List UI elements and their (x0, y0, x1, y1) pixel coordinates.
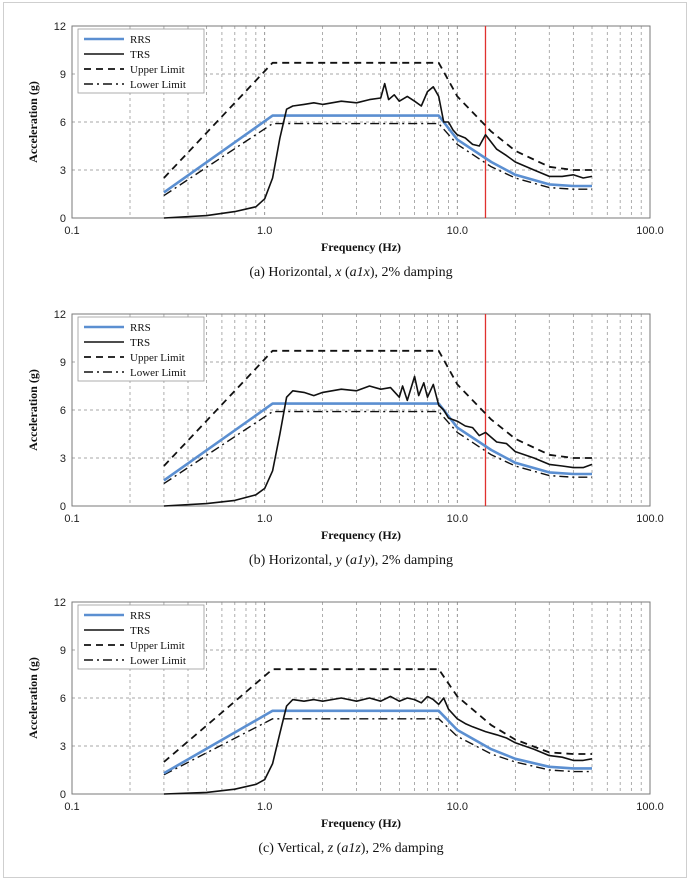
x-tick-label: 1.0 (257, 225, 272, 237)
series-line-rrs (163, 709, 592, 775)
legend-entry: TRS (130, 625, 150, 637)
chart-panel-2: 0 3 6 9 12 0.1 1.0 10.0 100.0 Frequency (Hz) Accel… (26, 309, 664, 568)
chart-caption: (b) Horizontal, y (a1y), 2% damping (249, 553, 453, 568)
plot-area (71, 313, 651, 507)
caption-text: (a) Horizontal, (249, 265, 335, 280)
y-axis-label: Acceleration (g) (26, 657, 40, 739)
y-tick-label: 6 (60, 117, 66, 129)
chart-panel-1: 0 3 6 9 12 0.1 1.0 10.0 100.0 Frequency (Hz) Accel… (26, 21, 664, 280)
chart-caption: (c) Vertical, z (a1z), 2% damping (258, 841, 443, 856)
series-line-trs (163, 375, 593, 507)
y-tick-label: 9 (60, 645, 66, 657)
series-line-upper-limit (163, 61, 592, 179)
y-tick-label: 0 (60, 213, 66, 225)
x-tick-label: 0.1 (64, 225, 79, 237)
legend-entry: Upper Limit (130, 352, 185, 364)
caption-text: ( (342, 553, 351, 568)
legend-entry: Lower Limit (130, 367, 186, 379)
legend-entry: TRS (130, 337, 150, 349)
x-tick-label: 10.0 (447, 513, 468, 525)
caption-variable: z (327, 841, 334, 856)
x-tick-label: 100.0 (636, 225, 664, 237)
legend-entry: RRS (130, 610, 151, 622)
y-tick-label: 3 (60, 453, 66, 465)
legend-entry: Lower Limit (130, 79, 186, 91)
caption-variable: a1y (350, 553, 371, 568)
x-tick-label: 100.0 (636, 801, 664, 813)
x-tick-label: 10.0 (447, 801, 468, 813)
series-line-lower-limit (163, 718, 592, 776)
y-axis-label: Acceleration (g) (26, 369, 40, 451)
legend-entry: TRS (130, 49, 150, 61)
legend: RRS TRS Upper Limit Lower Limit (77, 28, 205, 94)
legend-entry: RRS (130, 34, 151, 46)
y-tick-label: 3 (60, 741, 66, 753)
caption-text: (c) Vertical, (258, 841, 327, 856)
y-tick-label: 12 (54, 309, 66, 321)
x-tick-label: 1.0 (257, 801, 272, 813)
plot-area (71, 601, 651, 795)
legend-entry: Lower Limit (130, 655, 186, 667)
y-tick-label: 3 (60, 165, 66, 177)
chart-caption: (a) Horizontal, x (a1x), 2% damping (249, 265, 452, 280)
x-tick-label: 100.0 (636, 513, 664, 525)
y-tick-label: 0 (60, 789, 66, 801)
legend: RRS TRS Upper Limit Lower Limit (77, 316, 205, 382)
caption-variable: a1x (350, 265, 371, 280)
y-tick-label: 6 (60, 693, 66, 705)
caption-text: ), 2% damping (361, 841, 444, 856)
y-tick-label: 12 (54, 21, 66, 33)
y-tick-label: 9 (60, 357, 66, 369)
x-axis-label: Frequency (Hz) (321, 816, 401, 830)
plot-area (71, 25, 651, 219)
x-tick-label: 1.0 (257, 513, 272, 525)
legend: RRS TRS Upper Limit Lower Limit (77, 604, 205, 670)
caption-variable: y (334, 553, 343, 568)
caption-variable: a1z (341, 841, 361, 856)
figure-frame (3, 2, 687, 878)
series-line-trs (163, 82, 593, 219)
legend-entry: Upper Limit (130, 640, 185, 652)
y-tick-label: 12 (54, 597, 66, 609)
series-line-rrs (163, 114, 592, 194)
x-tick-label: 10.0 (447, 225, 468, 237)
series-line-upper-limit (163, 668, 592, 763)
series-line-lower-limit (163, 122, 592, 197)
x-axis-label: Frequency (Hz) (321, 528, 401, 542)
y-tick-label: 9 (60, 69, 66, 81)
series-line-trs (163, 695, 593, 795)
caption-variable: x (334, 265, 342, 280)
x-axis-label: Frequency (Hz) (321, 240, 401, 254)
x-tick-label: 0.1 (64, 513, 79, 525)
legend-entry: Upper Limit (130, 64, 185, 76)
x-tick-label: 0.1 (64, 801, 79, 813)
y-axis-label: Acceleration (g) (26, 81, 40, 163)
y-tick-label: 0 (60, 501, 66, 513)
caption-text: ( (341, 265, 350, 280)
caption-text: ), 2% damping (370, 553, 453, 568)
legend-entry: RRS (130, 322, 151, 334)
chart-panel-3: 0 3 6 9 12 0.1 1.0 10.0 100.0 Frequency (Hz) Accel… (26, 597, 664, 856)
series-line-upper-limit (163, 349, 592, 467)
series-line-rrs (163, 402, 592, 482)
series-line-lower-limit (163, 410, 592, 485)
caption-text: ), 2% damping (370, 265, 453, 280)
y-tick-label: 6 (60, 405, 66, 417)
caption-text: (b) Horizontal, (249, 553, 336, 568)
caption-text: ( (333, 841, 342, 856)
gridlines (72, 602, 650, 794)
